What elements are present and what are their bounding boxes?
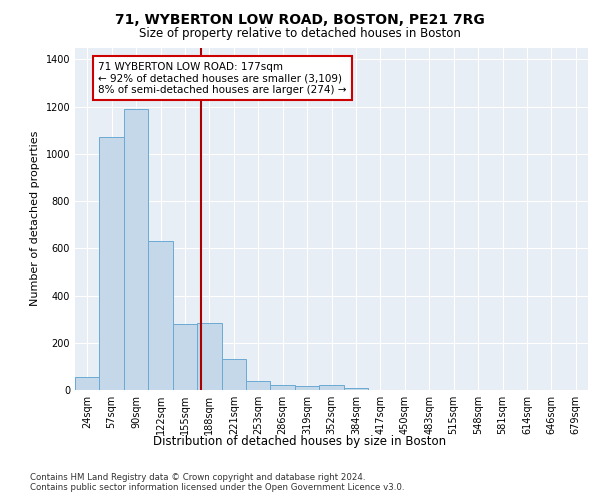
Bar bbox=[344, 388, 368, 390]
Text: Distribution of detached houses by size in Boston: Distribution of detached houses by size … bbox=[154, 435, 446, 448]
Bar bbox=[173, 324, 197, 390]
Bar bbox=[148, 241, 173, 390]
Text: Contains HM Land Registry data © Crown copyright and database right 2024.
Contai: Contains HM Land Registry data © Crown c… bbox=[30, 472, 404, 492]
Bar bbox=[271, 386, 295, 390]
Text: Size of property relative to detached houses in Boston: Size of property relative to detached ho… bbox=[139, 28, 461, 40]
Bar bbox=[221, 360, 246, 390]
Bar bbox=[100, 138, 124, 390]
Text: 71, WYBERTON LOW ROAD, BOSTON, PE21 7RG: 71, WYBERTON LOW ROAD, BOSTON, PE21 7RG bbox=[115, 12, 485, 26]
Bar bbox=[246, 380, 271, 390]
Bar bbox=[319, 386, 344, 390]
Bar bbox=[295, 386, 319, 390]
Text: 71 WYBERTON LOW ROAD: 177sqm
← 92% of detached houses are smaller (3,109)
8% of : 71 WYBERTON LOW ROAD: 177sqm ← 92% of de… bbox=[98, 62, 347, 95]
Bar bbox=[197, 322, 221, 390]
Bar bbox=[124, 109, 148, 390]
Bar bbox=[75, 377, 100, 390]
Y-axis label: Number of detached properties: Number of detached properties bbox=[30, 131, 40, 306]
